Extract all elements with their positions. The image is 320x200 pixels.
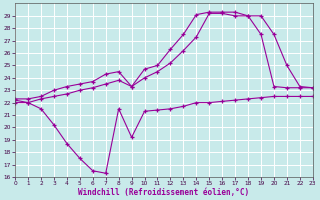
X-axis label: Windchill (Refroidissement éolien,°C): Windchill (Refroidissement éolien,°C) [78,188,250,197]
